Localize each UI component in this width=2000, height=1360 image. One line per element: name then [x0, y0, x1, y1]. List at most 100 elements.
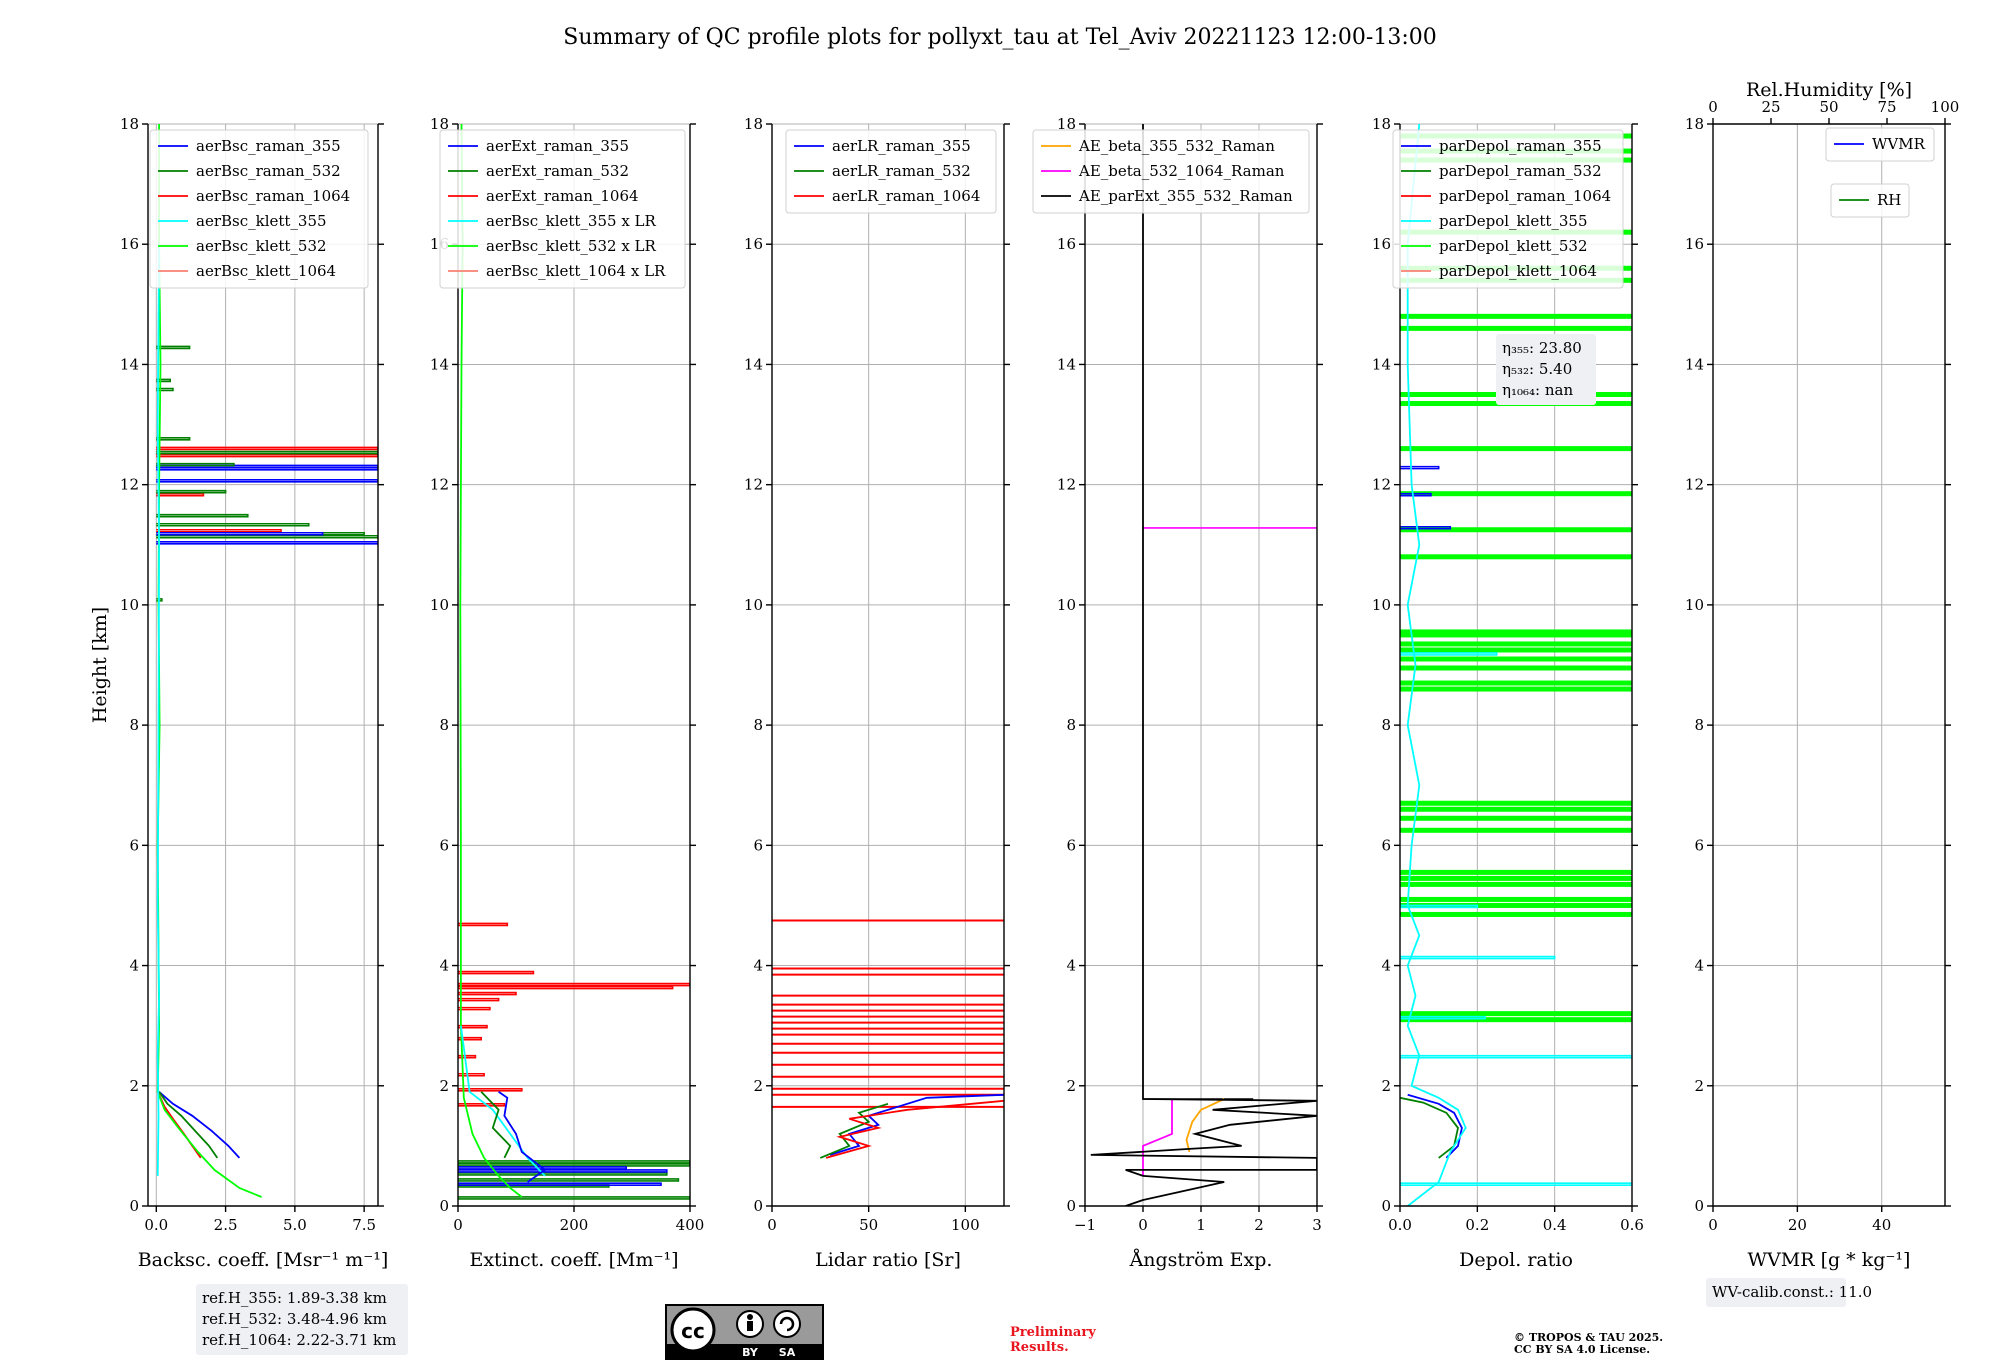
- y-tick-label: 12: [1372, 476, 1391, 494]
- preliminary-label-1: Preliminary: [1010, 1325, 1096, 1340]
- profile-spike: [458, 1054, 477, 1059]
- profile-spike: [458, 1103, 506, 1107]
- x-tick-label: 3: [1312, 1216, 1322, 1234]
- y-tick-label: 6: [1381, 836, 1391, 854]
- cc-icon: [670, 1307, 716, 1353]
- top-x-tick-label: 25: [1761, 98, 1780, 116]
- y-tick-label: 8: [753, 716, 763, 734]
- legend-entry: aerExt_raman_532: [486, 162, 629, 180]
- x-tick-label: 0: [453, 1216, 463, 1234]
- y-tick-label: 2: [1066, 1077, 1076, 1095]
- y-tick-label: 8: [1066, 716, 1076, 734]
- depol-lime-band: [1400, 902, 1632, 908]
- backscatter-panel: 0 2 4 6 8 10 12 14 16 18 0.0 2.5 5.0 7.5 Backsc. coeff…: [89, 115, 408, 1355]
- y-tick-label: 0: [439, 1197, 449, 1215]
- profile-spike: [458, 922, 509, 927]
- top-x-tick-label: 50: [1819, 98, 1838, 116]
- x-axis-label: Extinct. coeff. [Mm⁻¹]: [469, 1249, 678, 1271]
- profile-spike: [458, 1178, 680, 1182]
- profile-spike: [156, 522, 310, 527]
- profile-spike: [458, 991, 517, 996]
- profile-spike: [458, 1196, 690, 1200]
- legend: AE_beta_355_532_Raman AE_beta_532_1064_Ra…: [1032, 129, 1310, 214]
- y-tick-label: 12: [744, 476, 763, 494]
- profile-spike: [458, 1169, 668, 1173]
- y-tick-label: 0: [1066, 1197, 1076, 1215]
- depol-lime-band: [1400, 446, 1632, 452]
- legend: parDepol_raman_355 parDepol_raman_532 parD…: [1392, 129, 1624, 289]
- annotation-line: ref.H_355: 1.89-3.38 km: [202, 1289, 387, 1307]
- annotation-background: [1496, 334, 1596, 405]
- y-tick-label: 14: [1372, 355, 1391, 373]
- depol-lime-band: [1400, 869, 1632, 875]
- series-line-AE_beta_355_532_Raman: [1185, 1098, 1225, 1153]
- legend-entry: aerBsc_klett_532: [196, 237, 327, 255]
- copyright-line-1: © TROPOS & TAU 2025.: [1514, 1331, 1663, 1344]
- y-tick-label: 10: [1057, 596, 1076, 614]
- profile-spike: [156, 531, 324, 536]
- y-tick-label: 0: [753, 1197, 763, 1215]
- legend: aerBsc_raman_355 aerBsc_raman_532 aerBsc_r…: [149, 129, 369, 289]
- profile-spike: [458, 985, 674, 990]
- y-tick-label: 18: [120, 115, 139, 133]
- y-tick-label: 10: [430, 596, 449, 614]
- legend-box: [785, 129, 997, 214]
- depol-lime-band: [1400, 686, 1632, 692]
- lidar-ratio-panel: 0 2 4 6 8 10 12 14 16 18 0 50 100 Lidar ratio [Sr] aer…: [744, 115, 1010, 1271]
- legend-entry: AE_beta_532_1064_Raman: [1078, 162, 1285, 180]
- y-tick-label: 10: [744, 596, 763, 614]
- y-tick-label: 16: [1685, 235, 1704, 253]
- axes-frame: [1712, 123, 1946, 1207]
- legend-box: [1392, 129, 1624, 289]
- series-line-aerBsc_klett_532 x LR: [459, 124, 523, 1198]
- depol-lime-band: [1400, 911, 1632, 917]
- data-layer: [458, 124, 690, 1200]
- legend-entry: aerExt_raman_1064: [486, 187, 639, 205]
- y-tick-label: 18: [1057, 115, 1076, 133]
- x-tick-label: 200: [560, 1216, 589, 1234]
- profile-spike: [1400, 1182, 1632, 1186]
- x-tick-label: 7.5: [352, 1216, 376, 1234]
- legend-entry: aerBsc_raman_1064: [196, 187, 350, 205]
- y-tick-label: 14: [120, 355, 139, 373]
- legend-entry: aerLR_raman_355: [832, 137, 971, 155]
- profile-spike: [1400, 492, 1432, 497]
- y-tick-label: 6: [1694, 836, 1704, 854]
- y-tick-label: 6: [439, 836, 449, 854]
- annotation-background: [1706, 1278, 1846, 1307]
- profile-spike: [458, 1163, 690, 1167]
- cc-license-badge[interactable]: cc BY SA: [665, 1304, 824, 1360]
- legend-entry: parDepol_klett_532: [1439, 237, 1588, 255]
- y-tick-label: 4: [1381, 957, 1391, 975]
- profile-spike: [156, 446, 378, 451]
- annotation-line: η₁₀₆₄: nan: [1502, 381, 1573, 399]
- y-axis-label: Height [km]: [89, 607, 111, 723]
- y-tick-label: 14: [1685, 355, 1704, 373]
- x-tick-label: 2.5: [214, 1216, 238, 1234]
- depol-lime-band: [1400, 656, 1632, 662]
- y-tick-label: 2: [129, 1077, 139, 1095]
- depol-lime-band: [1400, 800, 1632, 806]
- top-x-tick-label: 0: [1708, 98, 1718, 116]
- profile-spike: [458, 1160, 690, 1164]
- profile-spike: [458, 1172, 668, 1176]
- legend-entry: parDepol_klett_355: [1439, 212, 1588, 230]
- y-tick-label: 10: [120, 596, 139, 614]
- depol-lime-band: [1400, 881, 1632, 887]
- depol-lime-band: [1400, 806, 1632, 812]
- y-tick-label: 16: [1057, 235, 1076, 253]
- profile-spike: [458, 1006, 491, 1011]
- y-tick-label: 0: [1381, 1197, 1391, 1215]
- legend-entry: AE_parExt_355_532_Raman: [1078, 187, 1293, 205]
- legend-entry: WVMR: [1872, 135, 1926, 153]
- cc-mark-text: cc: [681, 1319, 705, 1343]
- series-line-parDepol_raman_532: [1400, 1096, 1459, 1159]
- legend-entry: aerBsc_raman_355: [196, 137, 341, 155]
- y-tick-label: 2: [1694, 1077, 1704, 1095]
- legend: aerExt_raman_355 aerExt_raman_532 aerExt_r…: [439, 129, 686, 289]
- y-tick-label: 8: [439, 716, 449, 734]
- x-axis-label: Backsc. coeff. [Msr⁻¹ m⁻¹]: [138, 1249, 389, 1271]
- legend-box: [1825, 127, 1935, 162]
- y-tick-label: 14: [430, 355, 449, 373]
